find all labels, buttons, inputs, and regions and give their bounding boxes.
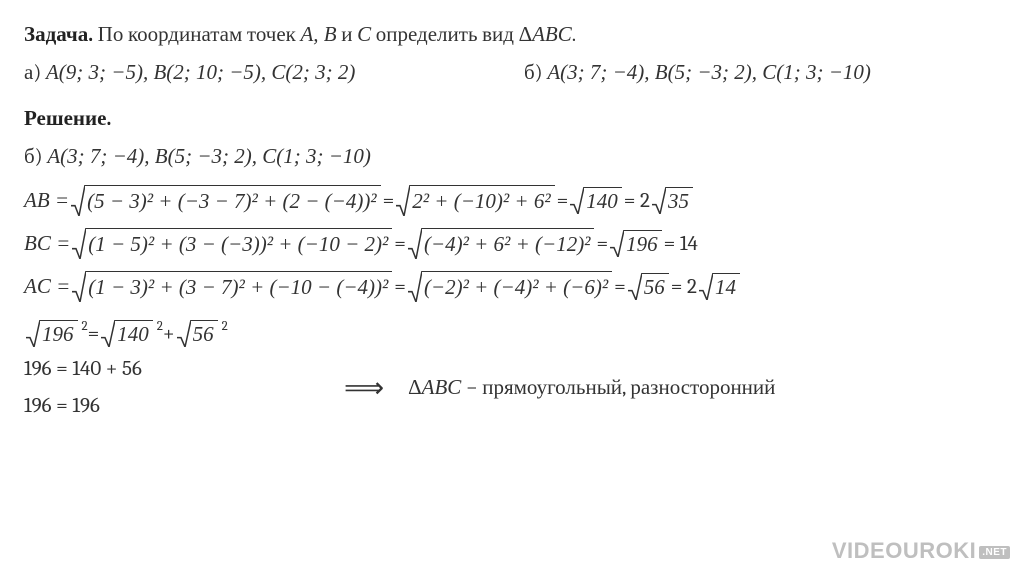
bc-rad3: 196 <box>624 230 662 257</box>
page: Задача. По координатам точек A, B и C оп… <box>0 0 1024 574</box>
bc-eq1: = <box>394 232 406 256</box>
case-pts: A(3; 7; −4), B(5; −3; 2), C(1; 3; −10) <box>47 144 371 168</box>
given-b-pts: A(3; 7; −4), B(5; −3; 2), C(1; 3; −10) <box>547 60 871 84</box>
problem-dot: . <box>572 23 576 47</box>
problem-var-c: C <box>357 22 371 46</box>
given-a-pts: A(9; 3; −5), B(2; 10; −5), C(2; 3; 2) <box>46 60 355 84</box>
radical-icon: 14 <box>699 273 740 300</box>
given-a-label: а) <box>24 61 46 85</box>
problem-and: и <box>337 23 357 47</box>
radical-icon: (1 − 5)² + (3 − (−3))² + (−10 − 2)² <box>72 228 392 259</box>
sq-exp: 2 <box>220 320 228 333</box>
bc-lhs: BC = <box>24 231 70 256</box>
radical-squared: 56 2 <box>175 320 228 347</box>
eq-ac: AC = (1 − 3)² + (3 − 7)² + (−10 − (−4))²… <box>24 271 1000 302</box>
ac-eq3: = 2 <box>671 275 697 299</box>
pyth-r1a: 196 <box>40 320 78 347</box>
radical-icon: 56 <box>177 320 218 347</box>
pyth-line3: 196 = 196 <box>24 390 274 423</box>
case-label: б) <box>24 145 47 169</box>
pyth-plus: + <box>163 322 175 346</box>
problem-tri: ABC <box>532 22 572 46</box>
eq-pyth-1: 196 2 = 140 2 + 56 2 <box>24 320 1000 347</box>
problem-vars-ab: A, B <box>300 22 336 46</box>
radical-icon: (5 − 3)² + (−3 − 7)² + (2 − (−4))² <box>71 185 381 216</box>
radical-icon: 56 <box>628 273 669 300</box>
sq-exp: 2 <box>80 320 88 333</box>
problem-text-2: определить вид Δ <box>371 23 532 47</box>
ab-rad3: 140 <box>584 187 622 214</box>
ab-rad1: (5 − 3)² + (−3 − 7)² + (2 − (−4))² <box>85 185 381 216</box>
ab-eq3: = 2 <box>624 189 650 213</box>
radical-squared: 196 2 <box>24 320 88 347</box>
ab-rad2: 2² + (−10)² + 6² <box>410 185 554 216</box>
watermark-text: VIDEOUROKI <box>832 538 976 563</box>
pyth-r1c: 56 <box>191 320 218 347</box>
eq-bc: BC = (1 − 5)² + (3 − (−3))² + (−10 − 2)²… <box>24 228 1000 259</box>
bc-eq2: = <box>596 232 608 256</box>
ac-lhs: AC = <box>24 274 70 299</box>
ac-rad1: (1 − 3)² + (3 − 7)² + (−10 − (−4))² <box>86 271 392 302</box>
bc-rad1: (1 − 5)² + (3 − (−3))² + (−10 − 2)² <box>86 228 392 259</box>
radical-icon: 35 <box>652 187 693 214</box>
problem-text-1: По координатам точек <box>93 23 300 47</box>
radical-squared: 140 2 <box>99 320 163 347</box>
given-b: б) A(3; 7; −4), B(5; −3; 2), C(1; 3; −10… <box>524 56 1000 90</box>
ab-rad4: 35 <box>666 187 693 214</box>
ab-eq1: = <box>383 189 395 213</box>
concl-tri: ABC <box>422 375 462 399</box>
radical-icon: 140 <box>101 320 153 347</box>
pyth-line2: 196 = 140 + 56 <box>24 353 274 386</box>
conclusion-text: ΔABC − прямоугольный, разносторонний <box>408 371 775 405</box>
radical-icon: 2² + (−10)² + 6² <box>396 185 554 216</box>
eq-ab: AB = (5 − 3)² + (−3 − 7)² + (2 − (−4))² … <box>24 185 1000 216</box>
radical-icon: (−4)² + 6² + (−12)² <box>408 228 595 259</box>
solution-label-text: Решение. <box>24 107 111 131</box>
radical-icon: (−2)² + (−4)² + (−6)² <box>408 271 612 302</box>
concl-delta: Δ <box>408 376 422 400</box>
ac-rad4: 14 <box>713 273 740 300</box>
implies-arrow-icon: ⟹ <box>344 374 384 402</box>
radical-icon: 196 <box>610 230 662 257</box>
given-b-label: б) <box>524 61 547 85</box>
ac-rad2: (−2)² + (−4)² + (−6)² <box>422 271 612 302</box>
solution-label: Решение. <box>24 103 1000 136</box>
givens-row: а) A(9; 3; −5), B(2; 10; −5), C(2; 3; 2)… <box>24 56 1000 90</box>
problem-line: Задача. По координатам точек A, B и C оп… <box>24 18 1000 52</box>
ac-eq2: = <box>614 275 626 299</box>
concl-rest: − прямоугольный, разносторонний <box>461 376 775 400</box>
bc-eq3: = 14 <box>664 232 698 256</box>
ac-rad3: 56 <box>642 273 669 300</box>
ab-eq2: = <box>557 189 569 213</box>
watermark: VIDEOUROKI.NET <box>832 538 1010 564</box>
given-a: а) A(9; 3; −5), B(2; 10; −5), C(2; 3; 2) <box>24 56 524 90</box>
watermark-net: .NET <box>979 546 1010 559</box>
conclusion-row: 196 = 140 + 56 196 = 196 ⟹ ΔABC − прямоу… <box>24 353 1000 422</box>
sq-exp: 2 <box>155 320 163 333</box>
bc-rad2: (−4)² + 6² + (−12)² <box>422 228 595 259</box>
radical-icon: (1 − 3)² + (3 − 7)² + (−10 − (−4))² <box>72 271 392 302</box>
radical-icon: 196 <box>26 320 78 347</box>
ac-eq1: = <box>394 275 406 299</box>
problem-label: Задача. <box>24 23 93 47</box>
ab-lhs: AB = <box>24 188 69 213</box>
radical-icon: 140 <box>570 187 622 214</box>
solution-case: б) A(3; 7; −4), B(5; −3; 2), C(1; 3; −10… <box>24 140 1000 174</box>
pyth-r1b: 140 <box>115 320 153 347</box>
pyth-eq: = <box>88 322 100 346</box>
